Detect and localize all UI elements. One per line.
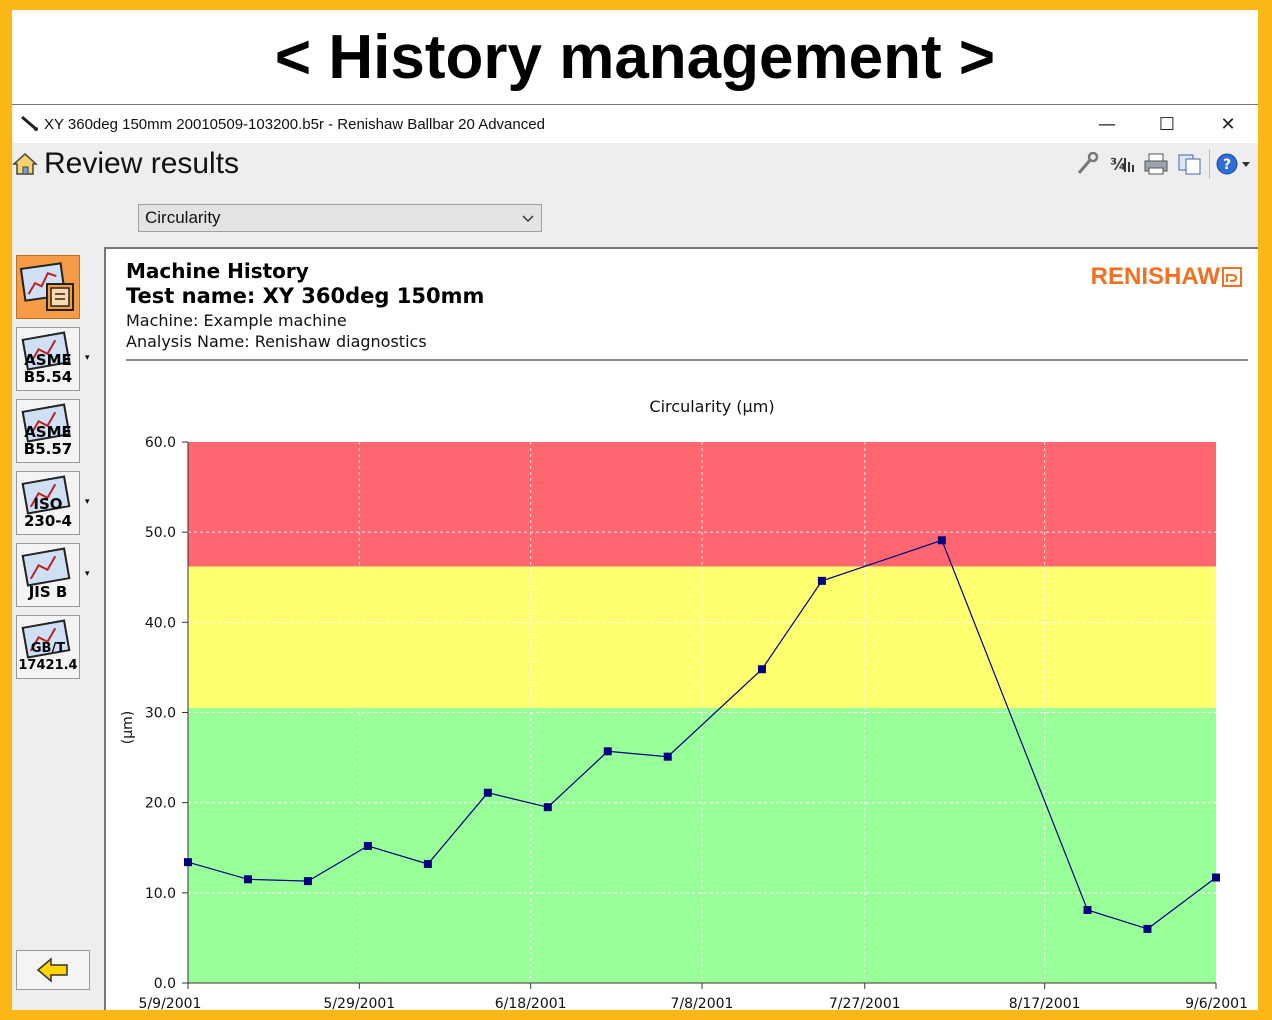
asme-b5-57-label: ASME B5.57 — [23, 423, 73, 458]
ballbar-app-icon — [21, 115, 38, 131]
iso-230-4-icon — [21, 475, 71, 515]
home-icon[interactable] — [12, 151, 38, 177]
gb-t-17421-4-icon — [21, 619, 71, 659]
minimize-icon: — — [1098, 113, 1116, 135]
print-button[interactable] — [1141, 149, 1171, 179]
toolbar-actions: ¾ — [1073, 143, 1258, 185]
machine-history-icon — [19, 262, 74, 311]
toolbar: Review results ¾ — [12, 143, 1258, 185]
y-tick-label: 10.0 — [145, 886, 176, 902]
chevron-down-icon — [522, 215, 534, 223]
standard-button-gb-t-17421-4[interactable]: GB/T 17421.4 — [16, 615, 80, 679]
asme-b5-54-icon — [21, 331, 71, 371]
report-analysis: Analysis Name: Renishaw diagnostics — [126, 332, 427, 351]
iso-230-4-dropdown-icon[interactable]: ▾ — [85, 497, 90, 507]
chart-selector[interactable]: Circularity — [138, 204, 542, 232]
units-icon: ¾ — [1110, 155, 1134, 174]
settings-icon — [1077, 152, 1099, 174]
data-point — [817, 576, 826, 585]
report-machine: Machine: Example machine — [126, 311, 347, 330]
data-point — [363, 841, 372, 850]
report-test-name: Test name: XY 360deg 150mm — [126, 284, 485, 308]
arrow-left-icon — [36, 957, 68, 983]
y-tick-label: 60.0 — [145, 435, 176, 451]
window-border — [12, 104, 1258, 105]
data-point — [757, 665, 766, 674]
standard-button-machine-history[interactable] — [16, 255, 80, 319]
data-point — [1083, 905, 1092, 914]
window-titlebar: XY 360deg 150mm 20010509-103200.b5r - Re… — [12, 105, 1258, 143]
y-tick-label: 20.0 — [145, 796, 176, 812]
svg-text:?: ? — [1223, 157, 1231, 173]
standard-button-asme-b5-57[interactable]: ASME B5.57 — [16, 399, 80, 463]
x-tick-label: 9/6/2001 — [1185, 996, 1248, 1010]
gb-t-17421-4-label: GB/T 17421.4 — [18, 641, 78, 673]
chart-title: Circularity (µm) — [649, 397, 774, 416]
data-point — [243, 875, 252, 884]
maximize-button[interactable]: ☐ — [1137, 105, 1197, 143]
back-button[interactable] — [16, 950, 90, 990]
x-tick-label: 5/29/2001 — [323, 996, 395, 1010]
units-button[interactable]: ¾ — [1107, 149, 1137, 179]
help-button[interactable]: ? — [1214, 149, 1252, 179]
brand-text: RENISHAW — [1090, 263, 1220, 290]
close-button[interactable]: ✕ — [1198, 105, 1258, 143]
renishaw-logo: RENISHAW — [1091, 263, 1242, 291]
x-tick-label: 6/18/2001 — [495, 996, 567, 1010]
y-tick-label: 40.0 — [145, 615, 176, 631]
renishaw-logo-icon — [1222, 267, 1242, 287]
standards-sidebar: ASME B5.54 ▾ ASME B5.57 ISO 230-4 ▾ JIS B — [12, 247, 104, 1010]
standard-button-jis-b[interactable]: JIS B — [16, 543, 80, 607]
window-title: XY 360deg 150mm 20010509-103200.b5r - Re… — [44, 115, 545, 133]
maximize-icon: ☐ — [1158, 113, 1176, 135]
y-tick-label: 30.0 — [145, 706, 176, 722]
y-tick-label: 50.0 — [145, 525, 176, 541]
data-point — [483, 788, 492, 797]
copy-icon — [1178, 154, 1201, 175]
x-tick-label: 8/17/2001 — [1009, 996, 1081, 1010]
banner-title: < History management > — [274, 23, 996, 92]
print-icon — [1144, 153, 1168, 175]
selector-bar: Circularity — [12, 185, 1258, 247]
minimize-button[interactable]: — — [1077, 105, 1137, 143]
copy-button[interactable] — [1175, 149, 1205, 179]
iso-230-4-label: ISO 230-4 — [24, 495, 72, 530]
standard-button-asme-b5-54[interactable]: ASME B5.54 — [16, 327, 80, 391]
toolbar-divider — [1209, 149, 1210, 179]
data-point — [937, 536, 946, 545]
data-point — [303, 877, 312, 886]
data-point — [603, 747, 612, 756]
close-icon: ✕ — [1220, 113, 1236, 135]
asme-b5-54-dropdown-icon[interactable]: ▾ — [85, 353, 90, 363]
report-heading: Machine History — [126, 259, 309, 283]
settings-button[interactable] — [1073, 149, 1103, 179]
jis-b-icon — [21, 547, 71, 587]
x-tick-label: 7/8/2001 — [671, 996, 734, 1010]
svg-text:¾: ¾ — [1110, 155, 1127, 174]
data-point — [423, 859, 432, 868]
standard-button-iso-230-4[interactable]: ISO 230-4 — [16, 471, 80, 535]
jis-b-dropdown-icon[interactable]: ▾ — [85, 569, 90, 579]
page-banner: < History management > — [12, 10, 1258, 105]
x-tick-label: 7/27/2001 — [829, 996, 901, 1010]
data-point — [1212, 873, 1220, 882]
screenshot-frame: < History management > XY 360deg 150mm 2… — [12, 10, 1258, 1010]
page-title: Review results — [44, 147, 240, 180]
data-point — [1143, 924, 1152, 933]
data-point — [663, 752, 672, 761]
help-icon: ? — [1216, 153, 1250, 175]
x-tick-label: 5/9/2001 — [139, 996, 202, 1010]
y-tick-label: 0.0 — [154, 976, 176, 992]
asme-b5-57-icon — [21, 403, 71, 443]
y-axis-label: (µm) — [120, 711, 136, 744]
circularity-chart: Circularity (µm) (µm) 0.0 10.0 20.0 30.0 40.0 5… — [120, 397, 1248, 1010]
data-point — [184, 858, 192, 867]
asme-b5-54-label: ASME B5.54 — [23, 351, 73, 386]
chart-selector-value: Circularity — [145, 208, 221, 227]
jis-b-label: JIS B — [28, 583, 68, 601]
header-rule — [126, 359, 1248, 361]
report-panel: Machine History Test name: XY 360deg 150… — [104, 247, 1258, 1010]
data-point — [543, 803, 552, 812]
